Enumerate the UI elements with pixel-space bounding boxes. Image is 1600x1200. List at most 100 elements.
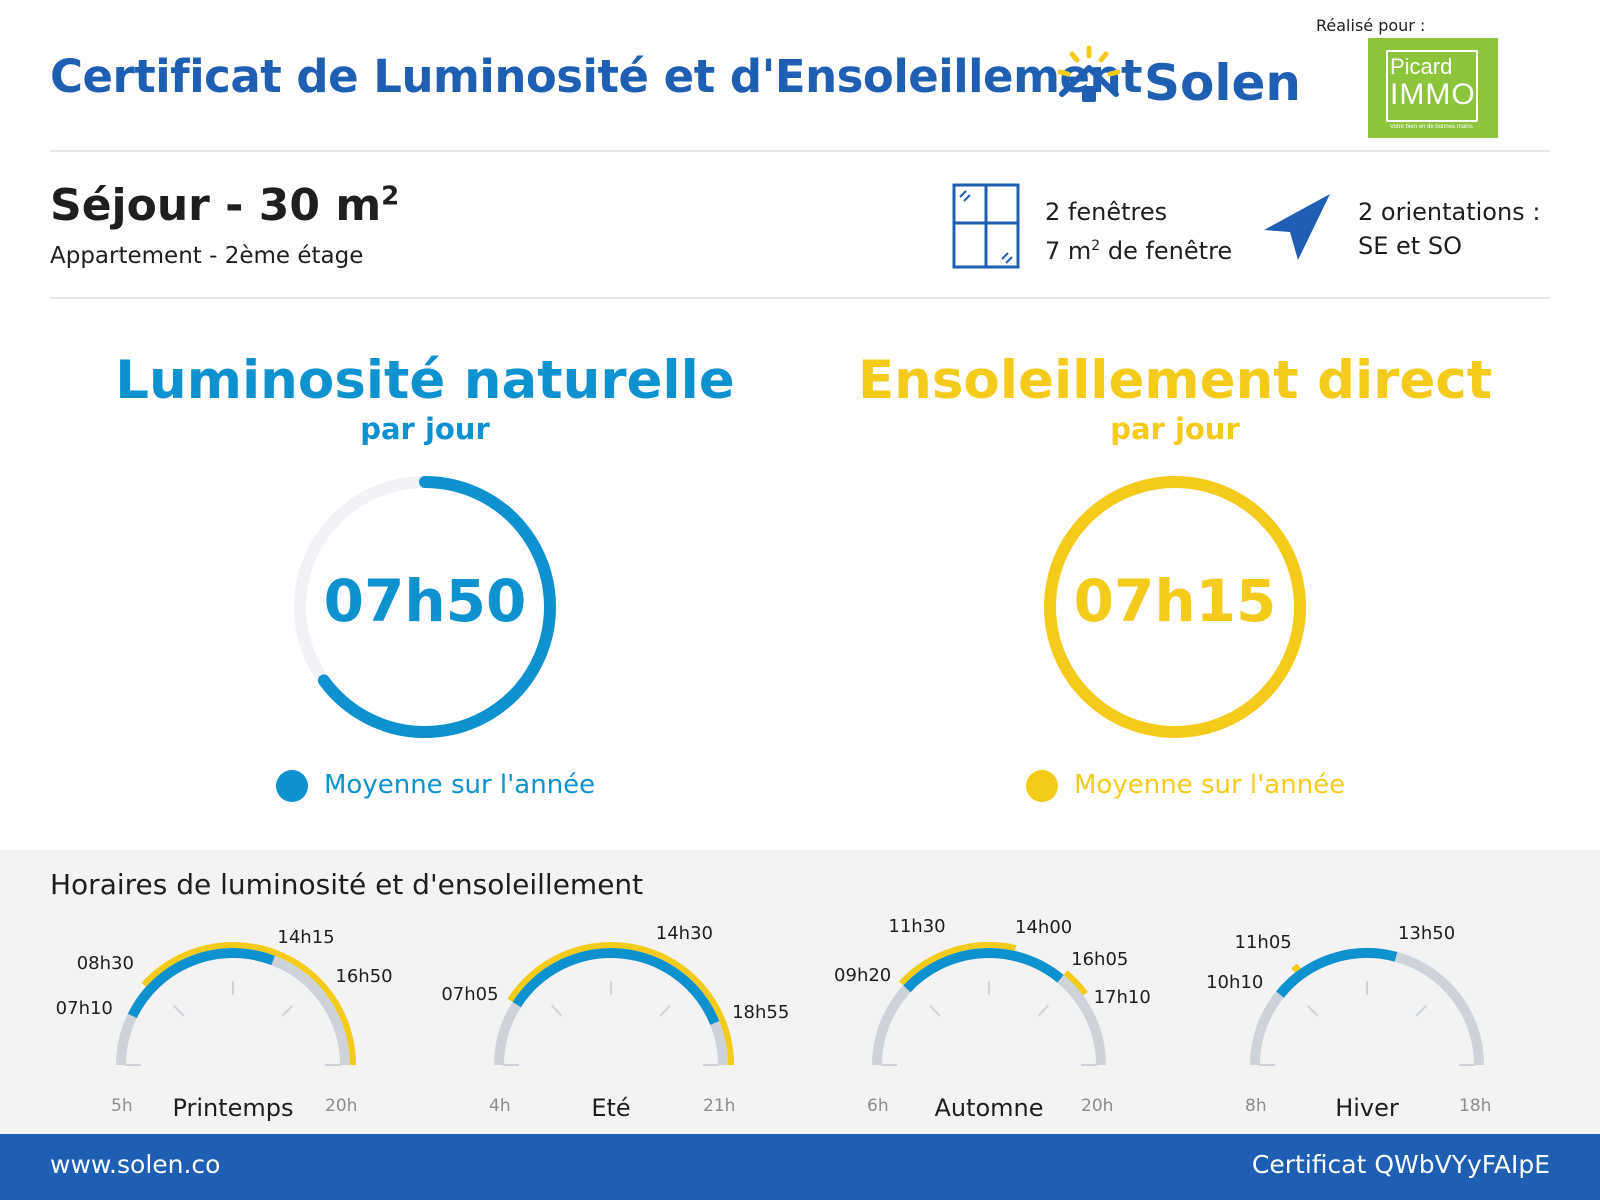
- ensoleillement-ring: 07h15: [1040, 472, 1310, 742]
- ensoleillement-end-label: 14h00: [1015, 917, 1073, 939]
- room-divider: [50, 297, 1550, 299]
- season-name: Printemps: [172, 1094, 294, 1122]
- luminosite-value: 07h50: [323, 567, 527, 635]
- luminosite-start-label: 07h10: [55, 997, 113, 1019]
- luminosite-ring: 07h50: [290, 472, 560, 742]
- luminosite-start-label: 10h10: [1206, 972, 1264, 994]
- luminosite-legend-dot: [276, 770, 308, 802]
- gauge-end-hour: 20h: [325, 1096, 358, 1116]
- gauge-end-hour: 20h: [1081, 1096, 1114, 1116]
- gauge-end-hour: 18h: [1459, 1096, 1492, 1116]
- ensoleillement-ring-arc: [1044, 476, 1306, 738]
- ensoleillement-arc: [141, 942, 330, 993]
- ensoleillement-title: Ensoleillement direct: [857, 350, 1493, 411]
- ensoleillement-start-label: 08h30: [76, 952, 134, 974]
- partner-name-line1: Picard: [1390, 54, 1453, 79]
- gauge-tick: [928, 1004, 941, 1017]
- realise-pour-label: Réalisé pour :: [1316, 16, 1426, 35]
- luminosite-arc: [512, 948, 720, 1025]
- season-automne: 09h20 16h05 11h30 14h00 17h10 6h 20h Automne: [834, 916, 1151, 1122]
- horaires-title: Horaires de luminosité et d'ensoleilleme…: [50, 868, 644, 901]
- luminosite-end-label: 16h05: [1071, 949, 1129, 971]
- windows-area: 7 m2 de fenêtre: [1045, 229, 1232, 268]
- luminosite-subtitle: par jour: [360, 412, 490, 446]
- window-icon: [952, 183, 1020, 269]
- gauge-start-hour: 4h: [489, 1096, 511, 1116]
- season-name: Automne: [934, 1094, 1044, 1122]
- season-hiver: 10h10 13h50 11h05 8h 18h Hiver: [1206, 923, 1517, 1122]
- orientation-info: 2 orientations : SE et SO: [1358, 195, 1540, 263]
- page-title: Certificat de Luminosité et d'Ensoleille…: [50, 50, 1143, 103]
- ensoleillement-arc: [948, 942, 1017, 955]
- gauge-start-hour: 6h: [867, 1096, 889, 1116]
- season-printemps: 07h10 14h15 08h30 16h50 5h 20h Printemps: [56, 927, 393, 1122]
- luminosite-end-label: 14h15: [277, 926, 335, 948]
- room-title: Séjour - 30 m2: [50, 180, 399, 231]
- gauge-tick: [659, 1004, 672, 1017]
- solen-logo: Solen: [1052, 44, 1301, 114]
- windows-area-suffix: de fenêtre: [1100, 237, 1233, 265]
- ensoleillement-arc: [1291, 963, 1301, 973]
- header-divider: [50, 150, 1550, 152]
- gauge-track: [1250, 948, 1484, 1066]
- gauge-start-hour: 5h: [111, 1096, 133, 1116]
- luminosite-arc: [1276, 948, 1398, 998]
- sun-house-icon: [1057, 45, 1121, 102]
- partner-name-line2: IMMO: [1390, 78, 1476, 111]
- ensoleillement-end-label: 14h30: [655, 923, 713, 945]
- season-name: Eté: [591, 1094, 631, 1122]
- ensoleillement-end-label: 16h50: [335, 965, 393, 987]
- ensoleillement-arc: [1063, 970, 1088, 996]
- windows-area-value: 7 m: [1045, 237, 1092, 265]
- season-gauge: [494, 942, 734, 1066]
- season-gauge: [872, 942, 1106, 1066]
- partner-logo-frame: [1386, 50, 1478, 122]
- gauge-start-hour: 8h: [1245, 1096, 1267, 1116]
- season-ete: 07h05 18h55 14h30 4h 21h Eté: [441, 923, 789, 1122]
- gauge-tick: [1415, 1004, 1428, 1017]
- season-name: Hiver: [1335, 1094, 1399, 1122]
- ensoleillement-arc: [507, 942, 656, 1002]
- footer-certificate-id: Certificat QWbVYyFAIpE: [1251, 1150, 1550, 1179]
- ensoleillement-ring-chart: [1044, 476, 1306, 738]
- ensoleillement-start-label: 11h30: [888, 915, 946, 937]
- luminosite-end-label: 18h55: [732, 1002, 790, 1024]
- orientation-values: SE et SO: [1358, 232, 1462, 260]
- gauge-tick: [172, 1004, 185, 1017]
- orientation-count: 2 orientations :: [1358, 198, 1541, 226]
- footer-url-link[interactable]: www.solen.co: [50, 1150, 221, 1179]
- gauge-track: [872, 948, 1106, 1066]
- gauge-tick: [1306, 1004, 1319, 1017]
- season-gauge: [116, 942, 356, 1066]
- partner-tagline: Votre bien en de bonnes mains: [1390, 124, 1473, 130]
- gauge-tick: [550, 1004, 563, 1017]
- brand-name: Solen: [1144, 54, 1302, 112]
- ensoleillement-value: 07h15: [1073, 567, 1277, 635]
- luminosite-title: Luminosité naturelle: [115, 350, 735, 411]
- horaires-section: [0, 850, 1600, 1134]
- ensoleillement-start-label: 11h05: [1234, 931, 1292, 953]
- gauge-track: [494, 948, 728, 1066]
- room-subtitle: Appartement - 2ème étage: [50, 243, 364, 269]
- luminosite-ring-chart: [294, 476, 556, 738]
- luminosite-end-label: 13h50: [1397, 922, 1456, 944]
- season-gauge: [1250, 948, 1484, 1066]
- ensoleillement-arc: [653, 950, 734, 1066]
- luminosite-start-label: 07h05: [441, 984, 499, 1006]
- windows-info: 2 fenêtres 7 m2 de fenêtre: [1045, 195, 1232, 268]
- windows-count: 2 fenêtres: [1045, 198, 1168, 226]
- luminosite-arc: [903, 948, 1064, 993]
- luminosite-legend-label: Moyenne sur l'année: [324, 770, 596, 800]
- ensoleillement-arc: [325, 989, 356, 1066]
- luminosite-arc: [127, 948, 275, 1019]
- room-title-sup: 2: [381, 181, 400, 212]
- partner-logo: Picard IMMO Votre bien en de bonnes main…: [1368, 38, 1498, 138]
- ensoleillement-legend-label: Moyenne sur l'année: [1074, 770, 1346, 800]
- gauge-end-hour: 21h: [703, 1096, 736, 1116]
- gauge-tick: [281, 1004, 294, 1017]
- windows-area-sup: 2: [1091, 238, 1101, 254]
- ensoleillement-legend-dot: [1026, 770, 1058, 802]
- luminosite-start-label: 09h20: [834, 965, 892, 987]
- ensoleillement-subtitle: par jour: [1110, 412, 1240, 446]
